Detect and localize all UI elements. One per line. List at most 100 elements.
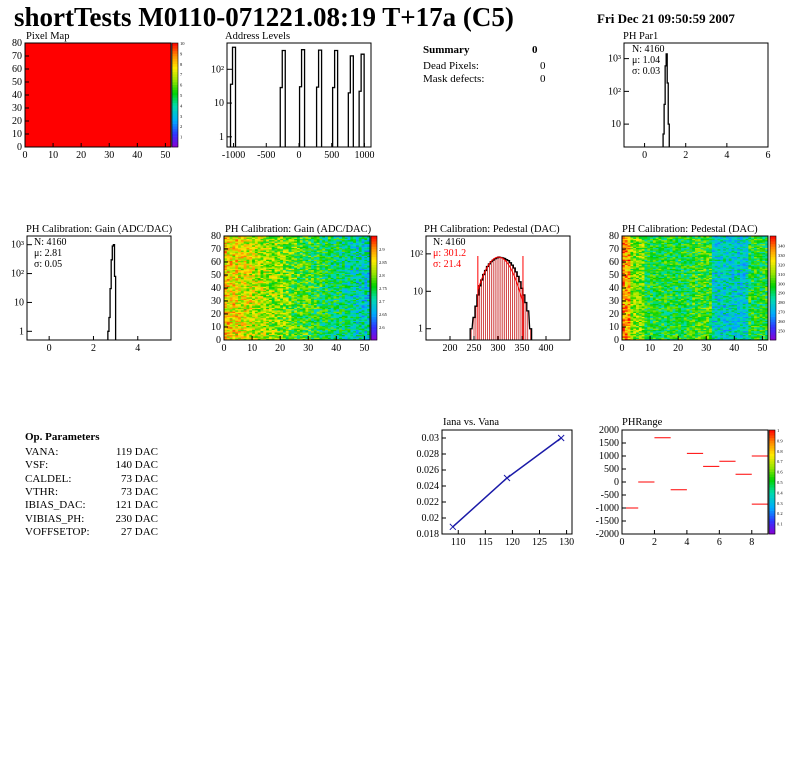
heatmap-cell — [353, 258, 357, 260]
heatmap-cell — [235, 246, 239, 248]
heatmap-cell — [249, 255, 253, 258]
heatmap-cell — [347, 315, 351, 317]
heatmap-cell — [336, 290, 340, 293]
heatmap-cell — [243, 329, 247, 332]
heatmap-cell — [254, 251, 258, 254]
heatmap-cell — [655, 330, 659, 333]
colorbar-band — [371, 249, 377, 252]
heatmap-cell — [650, 333, 654, 336]
heatmap-cell — [367, 282, 371, 285]
heatmap-cell — [327, 284, 331, 286]
colorbar-band — [172, 87, 178, 91]
iana-vana-title: Iana vs. Vana — [443, 417, 500, 428]
heatmap-cell — [299, 268, 303, 271]
heatmap-cell — [361, 242, 365, 245]
heatmap-cell — [274, 262, 278, 264]
heatmap-cell — [299, 315, 303, 317]
heatmap-cell — [344, 289, 348, 291]
heatmap-cell — [353, 242, 357, 245]
heatmap-cell — [288, 297, 292, 299]
heatmap-cell — [243, 263, 247, 265]
heatmap-cell — [252, 307, 256, 310]
heatmap-cell — [224, 293, 228, 295]
heatmap-cell — [661, 333, 665, 336]
heatmap-cell — [327, 242, 331, 245]
heatmap-cell — [364, 332, 368, 334]
heatmap-cell — [246, 325, 250, 328]
heatmap-cell — [638, 332, 642, 334]
heatmap-cell — [238, 280, 242, 282]
heatmap-cell — [664, 333, 668, 336]
heatmap-cell — [285, 280, 289, 282]
heatmap-cell — [355, 315, 360, 317]
heatmap-cell — [282, 324, 287, 326]
heatmap-cell — [347, 258, 351, 260]
heatmap-cell — [238, 263, 242, 265]
heatmap-cell — [336, 327, 340, 329]
heatmap-cell — [229, 325, 233, 328]
heatmap-cell — [232, 277, 236, 280]
heatmap-cell — [291, 312, 295, 315]
heatmap-cell — [305, 302, 309, 304]
heatmap-cell — [325, 265, 329, 268]
heatmap-cell — [238, 239, 242, 242]
heatmap-cell — [336, 254, 340, 256]
heatmap-cell — [305, 263, 309, 265]
heatmap-cell — [347, 327, 351, 329]
heatmap-cell — [305, 256, 309, 259]
heatmap-cell — [235, 276, 239, 278]
heatmap-cell — [252, 304, 256, 307]
heatmap-cell — [327, 273, 331, 276]
heatmap-cell — [232, 324, 236, 326]
heatmap-cell — [364, 245, 368, 247]
heatmap-cell — [266, 236, 270, 238]
heatmap-cell — [664, 327, 668, 329]
heatmap-cell — [238, 306, 242, 308]
heatmap-cell — [364, 236, 368, 238]
heatmap-cell — [709, 328, 713, 330]
heatmap-cell — [316, 303, 320, 306]
heatmap-cell — [299, 269, 303, 272]
heatmap-cell — [355, 317, 360, 320]
heatmap-cell — [235, 298, 239, 300]
heatmap-cell — [644, 336, 648, 338]
heatmap-cell — [341, 276, 346, 278]
heatmap-cell — [282, 334, 287, 337]
heatmap-cell — [291, 327, 295, 329]
heatmap-cell — [330, 278, 334, 281]
heatmap-cell — [302, 317, 306, 320]
heatmap-cell — [353, 262, 357, 264]
heatmap-cell — [238, 328, 242, 330]
y-tick-label: 0 — [17, 142, 22, 153]
heatmap-cell — [319, 291, 323, 294]
heatmap-cell — [263, 307, 267, 310]
heatmap-cell — [344, 258, 348, 260]
heatmap-cell — [246, 315, 250, 317]
heatmap-cell — [282, 245, 287, 247]
heatmap-cell — [341, 290, 346, 293]
heatmap-cell — [257, 319, 261, 321]
heatmap-cell — [313, 263, 317, 265]
heatmap-cell — [249, 273, 253, 276]
heatmap-cell — [271, 238, 275, 241]
colorbar-label: 2.8 — [379, 273, 385, 278]
heatmap-cell — [226, 324, 230, 326]
heatmap-cell — [344, 282, 348, 285]
y-tick-label: 30 — [211, 296, 221, 307]
heatmap-cell — [243, 254, 247, 256]
heatmap-cell — [350, 237, 354, 239]
heatmap-cell — [260, 304, 264, 307]
heatmap-cell — [347, 237, 351, 239]
heatmap-cell — [274, 333, 278, 336]
heatmap-cell — [344, 241, 348, 243]
heatmap-cell — [252, 327, 256, 329]
heatmap-cell — [246, 256, 250, 259]
heatmap-cell — [339, 242, 343, 245]
heatmap-cell — [627, 329, 631, 332]
heatmap-cell — [266, 302, 270, 304]
heatmap-cell — [260, 268, 264, 271]
heatmap-cell — [257, 307, 261, 310]
heatmap-cell — [313, 321, 317, 324]
heatmap-cell — [680, 334, 685, 337]
heatmap-cell — [322, 288, 326, 290]
